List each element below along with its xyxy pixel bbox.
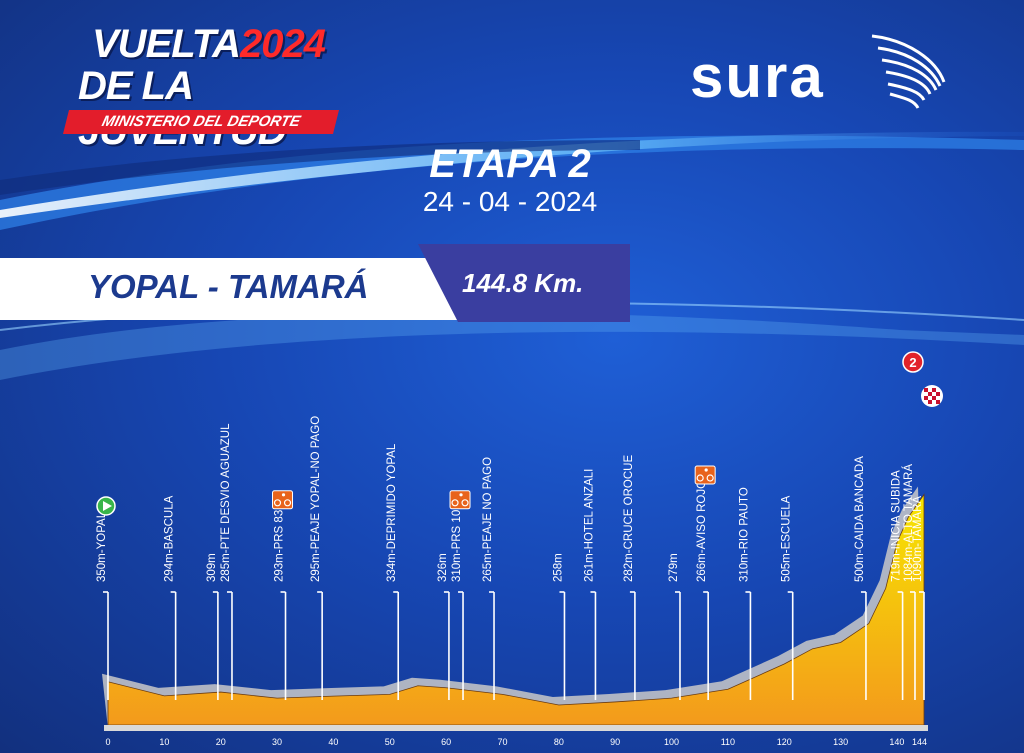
marker-label: 261m-HOTEL ANZALI [583, 469, 595, 582]
distance-banner [418, 244, 630, 322]
x-tick-label: 110 [721, 737, 735, 747]
marker-label: 334m-DEPRIMIDO YOPAL [386, 443, 398, 582]
marker-label: 293m-PRS 83 [274, 510, 286, 582]
marker-label: 258m [552, 553, 564, 582]
sprint-bike-icon [694, 465, 716, 485]
stage-title: ETAPA 2 [429, 142, 591, 186]
sponsor-name: sura [690, 43, 825, 110]
profile-area [107, 493, 925, 726]
climb-category-label: 2 [909, 355, 916, 370]
x-tick-label: 130 [833, 737, 848, 747]
x-tick-label: 120 [777, 737, 792, 747]
sprint-bike-icon [449, 490, 471, 510]
x-tick-label: 70 [497, 737, 507, 747]
logo-year: 2024 [240, 22, 326, 66]
marker-label: 265m-PEAJE NO PAGO [482, 457, 494, 582]
x-tick-label: 60 [441, 737, 451, 747]
logo-line1: VUELTA2024 [92, 22, 326, 66]
profile-base [104, 725, 928, 731]
marker-label: 719m-INICIA SUBIDA [891, 470, 903, 582]
route-name: YOPAL - TAMARÁ [88, 268, 369, 305]
marker-label: 279m [668, 553, 680, 582]
sponsor-logo: sura [690, 30, 950, 120]
x-tick-label: 80 [554, 737, 564, 747]
marker-label: 294m-BASCULA [164, 495, 176, 582]
marker-label: 350m-YOPAL [96, 511, 108, 582]
marker-label: 1084m-ALTO TAMARÁ [902, 464, 915, 582]
x-tick-label: 20 [216, 737, 226, 747]
marker-label: 309m [206, 553, 218, 582]
x-tick-label: 0 [105, 737, 110, 747]
x-tick-label: 144 [912, 737, 927, 747]
finish-flag-icon [921, 385, 943, 407]
climb-category-icon: 2 [902, 351, 924, 373]
marker-label: 295m-PEAJE YOPAL-NO PAGO [310, 416, 322, 582]
marker-label: 310m-PRS 10 [451, 510, 463, 582]
x-tick-label: 40 [328, 737, 338, 747]
start-icon [96, 496, 116, 516]
stage-distance: 144.8 Km. [462, 268, 584, 298]
marker-label: 1090m-TAMARÁ [911, 496, 924, 582]
marker-label: 266m-AVISO ROJO [696, 480, 708, 582]
marker-label: 282m-CRUCE OROCUE [623, 455, 635, 582]
marker-label: 326m [437, 553, 449, 582]
x-tick-label: 140 [889, 737, 904, 747]
marker-label: 285m-PTE DESVIO AGUAZUL [220, 423, 232, 582]
sprint-bike-icon [272, 490, 294, 510]
event-logo: VUELTA2024 DE LA JUVENTUD MINISTERIO DEL… [62, 22, 352, 153]
stage-date: 24 - 04 - 2024 [422, 186, 598, 217]
x-tick-label: 30 [272, 737, 282, 747]
wing-icon [871, 34, 946, 109]
marker-label: 310m-RIO PAUTO [738, 487, 750, 582]
x-tick-label: 50 [385, 737, 395, 747]
x-tick-label: 10 [159, 737, 169, 747]
route-banner [0, 258, 470, 320]
marker-label: 505m-ESCUELA [781, 495, 793, 582]
marker-label: 500m-CAIDA BANCADA [854, 456, 866, 582]
x-tick-label: 100 [664, 737, 679, 747]
x-tick-label: 90 [610, 737, 620, 747]
